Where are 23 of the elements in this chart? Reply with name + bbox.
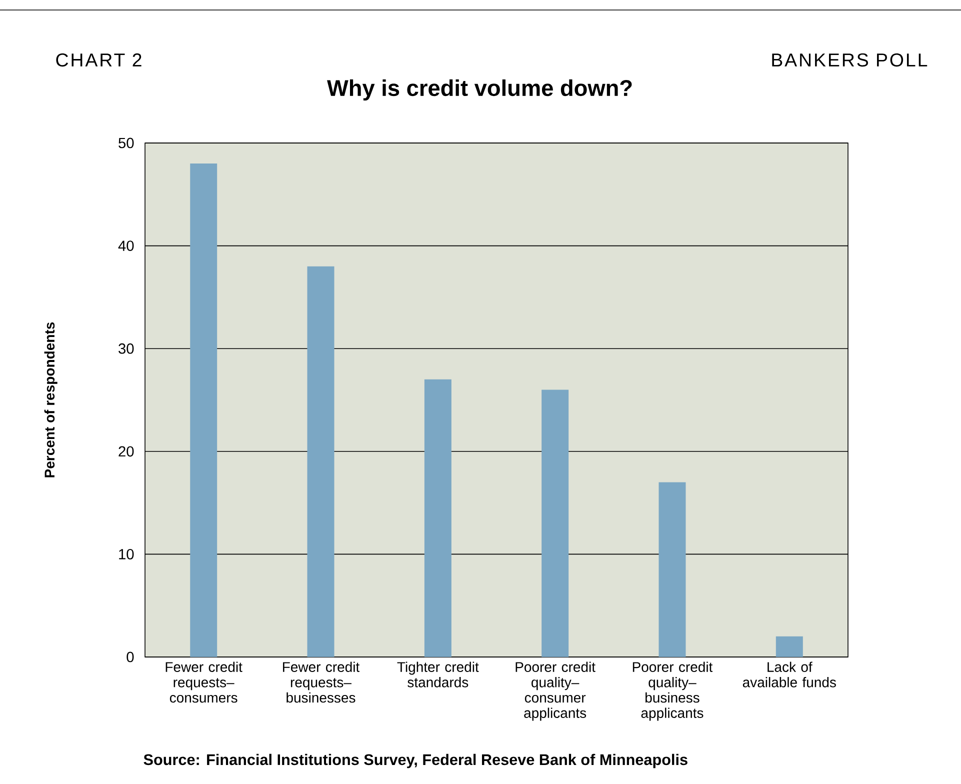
x-tick-label: Poorer credit quality– business applicants (632, 662, 713, 721)
y-tick-label: 40 (118, 240, 134, 251)
x-tick-label: Tighter credit standards (397, 662, 479, 688)
bar (307, 266, 334, 657)
y-tick-label: 20 (118, 446, 134, 457)
text: BANKERS POLL (772, 53, 928, 67)
bar (190, 164, 218, 657)
bar (542, 390, 569, 657)
bar (776, 636, 803, 657)
caption: CHART 2 (56, 53, 142, 67)
bar (658, 482, 686, 657)
bar (424, 379, 452, 657)
y-tick-label: 50 (118, 138, 134, 148)
x-tick-label: Fewer credit requests– consumers (166, 662, 242, 703)
y-axis-title: Percent of respondents (44, 322, 58, 478)
chart-title: Why is credit volume down? (327, 79, 632, 101)
source-note: Source: Financial Institutions Survey, Federal Reseve Bank of Minneapolis (144, 754, 688, 768)
y-tick-label: 10 (119, 549, 134, 560)
y-tick-label: 0 (126, 652, 134, 662)
y-tick-label: 30 (118, 343, 134, 354)
x-tick-label: Poorer credit quality– consumer applicants (516, 662, 596, 721)
x-tick-label: Fewer credit requests– businesses (283, 662, 360, 703)
x-tick-label: Lack of available funds (742, 662, 836, 688)
